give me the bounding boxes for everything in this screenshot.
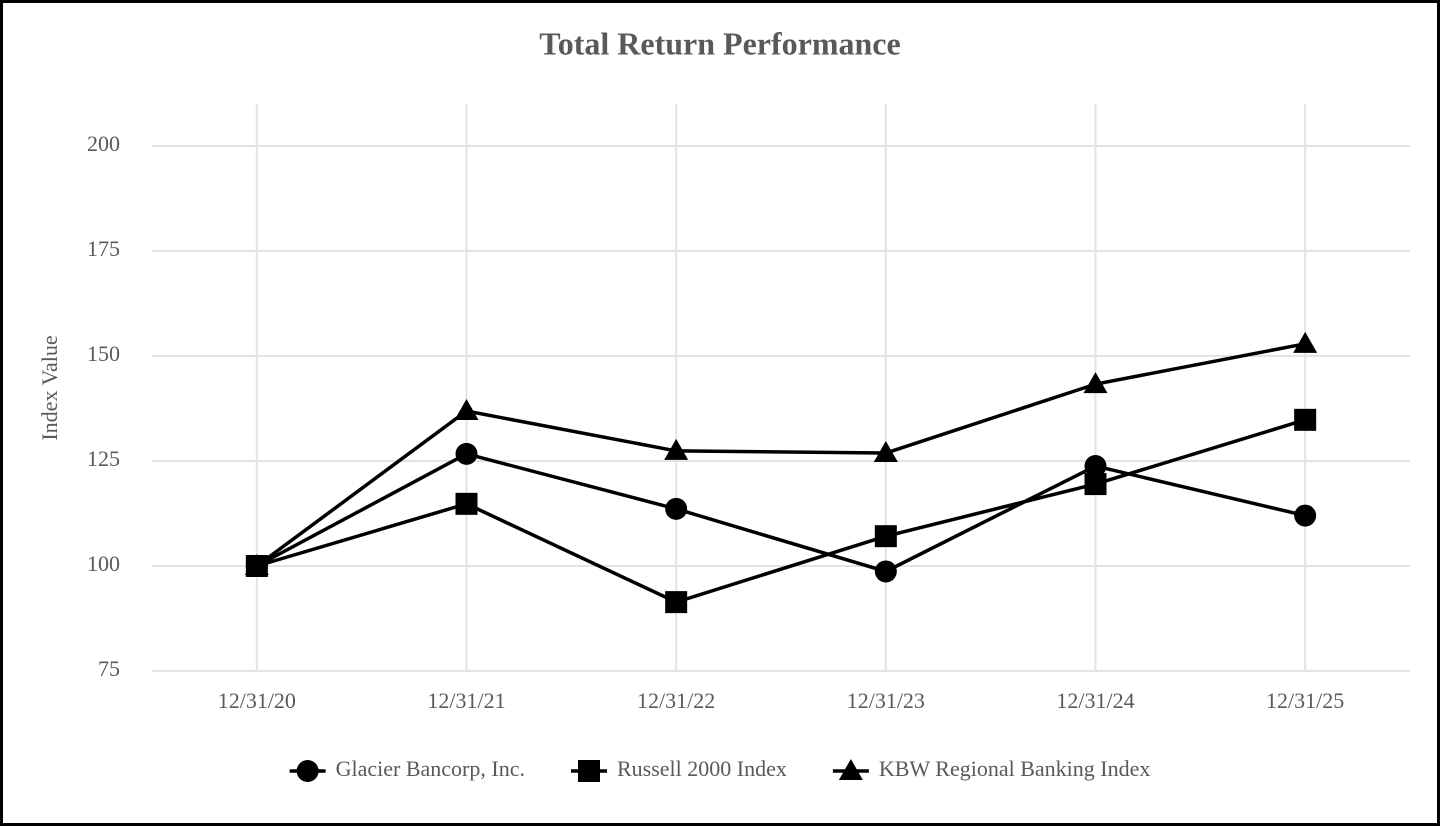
legend-marker — [838, 759, 863, 780]
x-tick-label: 12/31/24 — [1056, 688, 1134, 713]
y-tick-label: 100 — [87, 551, 120, 576]
x-tick-label: 12/31/20 — [218, 688, 296, 713]
data-point — [665, 497, 688, 520]
x-tick-label: 12/31/23 — [847, 688, 925, 713]
y-tick-label: 200 — [87, 131, 120, 156]
data-point — [664, 438, 689, 460]
data-point — [1293, 331, 1318, 353]
y-axis-label: Index Value — [37, 335, 62, 440]
legend-label: Russell 2000 Index — [617, 756, 787, 781]
data-point — [244, 554, 269, 575]
data-point — [1294, 408, 1317, 431]
data-point — [873, 441, 898, 463]
series-line — [256, 418, 1306, 604]
series-line — [255, 342, 1306, 568]
data-point — [665, 591, 688, 614]
x-tick-label: 12/31/21 — [427, 688, 505, 713]
y-tick-label: 75 — [98, 656, 120, 681]
legend-marker — [577, 760, 600, 782]
y-tick-label: 175 — [87, 236, 120, 261]
data-point — [455, 492, 478, 515]
data-point — [454, 399, 479, 421]
data-point — [1083, 372, 1108, 394]
y-tick-label: 125 — [87, 446, 120, 471]
data-point — [874, 525, 897, 548]
x-tick-label: 12/31/25 — [1266, 688, 1344, 713]
data-point — [1084, 473, 1107, 496]
legend-marker — [296, 760, 319, 782]
data-point — [874, 560, 897, 583]
data-point — [1084, 455, 1107, 478]
legend-label: KBW Regional Banking Index — [879, 756, 1151, 781]
y-tick-label: 150 — [87, 341, 120, 366]
legend-label: Glacier Bancorp, Inc. — [336, 756, 525, 781]
chart-title: Total Return Performance — [539, 25, 900, 61]
data-point — [1294, 504, 1317, 527]
legend: Glacier Bancorp, Inc. Russell 2000 Index K… — [289, 756, 1151, 782]
x-tick-label: 12/31/22 — [637, 688, 715, 713]
data-point — [455, 442, 478, 465]
